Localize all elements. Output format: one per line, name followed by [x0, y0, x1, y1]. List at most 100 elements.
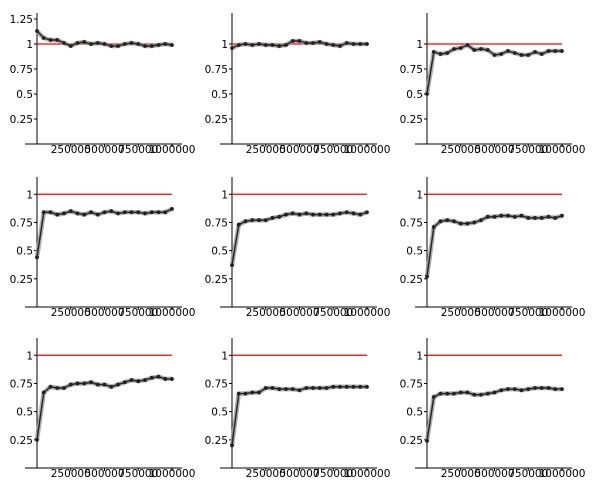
x-tick-label: 1000000	[149, 307, 196, 319]
data-point	[89, 42, 93, 46]
data-point	[136, 42, 141, 46]
data-point	[170, 207, 174, 211]
series-confidence-band	[229, 384, 367, 446]
data-point	[533, 50, 537, 54]
data-point	[55, 38, 60, 42]
data-point	[48, 38, 53, 42]
data-point	[472, 48, 477, 52]
data-point	[250, 218, 255, 223]
y-tick-label: 0.75	[10, 64, 33, 76]
data-point	[546, 214, 551, 219]
data-point	[89, 380, 93, 385]
data-point	[116, 44, 120, 48]
y-tick-label: 0.25	[400, 114, 423, 126]
data-point	[270, 43, 275, 47]
data-point	[263, 386, 268, 390]
data-point	[82, 40, 87, 44]
x-tick-label: 500000	[84, 468, 124, 480]
data-point	[55, 212, 60, 217]
data-point	[156, 43, 161, 47]
y-tick-label: 0.5	[211, 246, 228, 258]
data-point	[499, 388, 504, 393]
data-point	[560, 387, 564, 391]
data-point	[270, 216, 275, 220]
data-point	[62, 41, 66, 45]
data-point	[438, 52, 443, 56]
data-point	[492, 53, 497, 57]
data-point	[136, 379, 141, 384]
data-point	[236, 43, 241, 47]
data-point	[560, 213, 564, 218]
y-tick-label: 0.75	[205, 217, 228, 229]
data-point	[317, 40, 322, 44]
x-tick-label: 250000	[51, 144, 91, 156]
data-point	[250, 43, 255, 47]
y-tick-label: 0.25	[400, 274, 423, 286]
data-point	[445, 218, 450, 223]
data-point	[243, 42, 248, 46]
data-point	[358, 384, 363, 389]
data-point	[331, 43, 336, 47]
data-point	[512, 51, 517, 55]
x-tick-label: 1000000	[149, 468, 196, 480]
y-tick-label: 0.75	[400, 64, 423, 76]
y-tick-label: 0.25	[205, 435, 228, 447]
data-point	[304, 386, 309, 390]
data-point	[539, 386, 544, 390]
data-point	[62, 386, 66, 390]
data-point	[149, 375, 154, 380]
x-tick-label: 500000	[474, 307, 514, 319]
data-point	[344, 384, 349, 389]
data-point	[560, 49, 564, 53]
data-point	[452, 391, 456, 396]
data-point	[452, 47, 456, 51]
y-tick-label: 1	[221, 350, 228, 362]
data-point	[297, 212, 302, 217]
data-point	[324, 42, 329, 46]
x-tick-label: 250000	[441, 468, 481, 480]
data-point	[519, 213, 524, 218]
y-tick-label: 0.75	[10, 217, 33, 229]
data-point	[338, 44, 342, 48]
data-point	[499, 213, 504, 218]
data-point	[284, 43, 288, 47]
data-point	[506, 213, 510, 218]
data-point	[122, 42, 127, 46]
data-point	[344, 41, 349, 45]
x-tick-label: 750000	[118, 307, 158, 319]
x-tick-label: 500000	[84, 307, 124, 319]
y-tick-label: 1	[416, 189, 423, 201]
data-point	[351, 384, 356, 389]
data-point	[553, 387, 558, 391]
data-point	[48, 384, 53, 389]
data-point	[277, 214, 282, 219]
data-point	[277, 387, 282, 391]
data-point	[149, 44, 154, 48]
data-point	[230, 443, 234, 448]
data-point	[304, 41, 309, 45]
data-point	[263, 218, 268, 223]
data-point	[129, 210, 134, 215]
data-point	[546, 49, 551, 53]
data-point	[35, 437, 39, 442]
data-point	[539, 216, 544, 220]
data-point	[102, 42, 107, 46]
data-point	[526, 53, 531, 57]
x-tick-label: 750000	[508, 468, 548, 480]
data-point	[458, 221, 463, 226]
data-point	[68, 44, 73, 48]
data-point	[479, 392, 483, 397]
data-point	[163, 42, 168, 46]
data-point	[156, 374, 161, 379]
data-point	[230, 263, 234, 268]
data-point	[89, 210, 93, 215]
data-point	[122, 380, 127, 385]
data-point	[317, 212, 322, 217]
data-point	[116, 382, 120, 387]
data-point	[465, 221, 470, 226]
data-point	[277, 44, 282, 48]
data-point	[102, 210, 107, 215]
